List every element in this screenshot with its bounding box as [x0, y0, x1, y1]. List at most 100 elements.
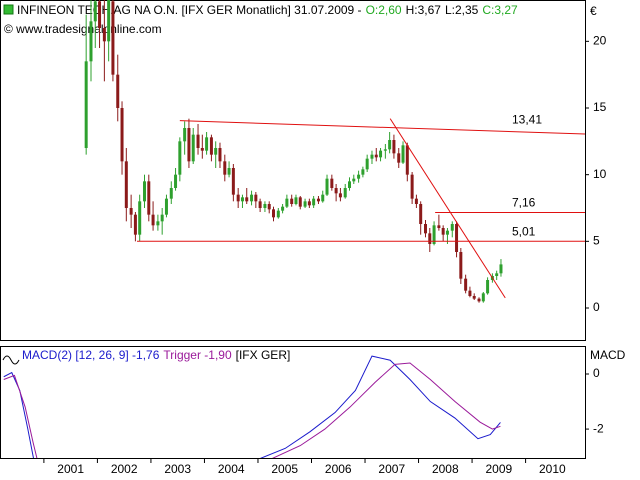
candle-body [196, 134, 200, 148]
candle-body [468, 290, 472, 296]
y-tick-label: 10 [593, 167, 607, 181]
candle-body [254, 194, 258, 202]
x-tick-label: 2001 [57, 462, 84, 476]
candle-body [98, 1, 102, 28]
candle-body [281, 206, 285, 211]
x-tick-label: 2008 [432, 462, 459, 476]
x-tick-label: 2004 [218, 462, 245, 476]
candle-body [236, 194, 240, 202]
price-plot: 13,41 7,16 5,01 [84, 0, 585, 303]
y-unit: MACD [590, 348, 626, 362]
candle-body [401, 145, 405, 163]
candle-body [107, 0, 111, 42]
x-tick-label: 2010 [539, 462, 566, 476]
candle-body [133, 214, 137, 235]
candle-body [472, 296, 476, 299]
candle-body [410, 174, 414, 199]
price-pane [0, 0, 586, 341]
candle-body [343, 188, 347, 198]
candle-body [276, 210, 280, 218]
x-tick-label: 2005 [271, 462, 298, 476]
candle-body [405, 145, 409, 175]
trendline [389, 118, 506, 299]
x-tick-label: 2006 [325, 462, 352, 476]
axes: 0 5 10 15 20 2001 2002 2003 2004 2005 2006 2007 2008… [43, 34, 607, 476]
macd-plot [3, 355, 501, 458]
x-tick-label: 2009 [485, 462, 512, 476]
candle-body [365, 158, 369, 170]
candle-body [499, 264, 503, 274]
y-tick-label: -2 [593, 421, 604, 435]
candle-body [191, 134, 195, 162]
candle-body [432, 225, 436, 244]
legend-entry: Trigger -1,90 [163, 348, 232, 362]
icon [2, 355, 20, 365]
candle-body [263, 204, 267, 208]
y-unit: € [590, 4, 597, 18]
candle-body [200, 148, 204, 151]
candle-body [419, 204, 423, 224]
candle-body [424, 224, 428, 234]
candle-body [267, 204, 271, 210]
candle-body [445, 230, 449, 235]
candle-body [392, 140, 396, 154]
candle-body [209, 137, 213, 155]
candle-body [285, 198, 289, 207]
macd-line [260, 355, 501, 458]
candle-body [231, 168, 235, 195]
candle-body [486, 280, 490, 294]
candle-body [383, 149, 387, 151]
candle-body [245, 197, 249, 202]
header: INFINEON TECH.AG NA O.N. [IFX GER Monatl… [17, 3, 518, 17]
candle-body [290, 198, 294, 204]
candle-body [183, 128, 187, 142]
y-tick-label: 0 [593, 366, 600, 380]
candle-body [357, 174, 361, 179]
candle-body [459, 252, 463, 279]
candle-body [205, 137, 209, 151]
candle-body [164, 198, 168, 215]
candle-body [271, 209, 275, 218]
x-tick-label: 2003 [164, 462, 191, 476]
legend-entry: [IFX GER] [236, 348, 291, 362]
quote: H:3,67 [406, 3, 442, 17]
candle-body [294, 197, 298, 204]
candle-body [495, 273, 499, 276]
candle-body [321, 194, 325, 202]
candle-body [437, 225, 441, 228]
candle-body [151, 214, 155, 226]
icon [3, 4, 14, 15]
candle-body [143, 181, 147, 202]
y-tick-label: 0 [593, 300, 600, 314]
candle-body [352, 178, 356, 182]
candle-body [334, 188, 338, 194]
macd-line [3, 371, 34, 458]
candle-body [93, 1, 97, 22]
candle-body [348, 181, 352, 188]
candle-body [84, 61, 88, 149]
candle-body [298, 197, 302, 207]
header-title: INFINEON TECH.AG NA O.N. [IFX GER Monatl… [17, 3, 362, 17]
candle-body [169, 188, 173, 199]
candle-body [214, 148, 218, 155]
candle-body [89, 21, 93, 62]
candle-body [258, 201, 262, 208]
candle-body [223, 161, 227, 175]
x-tick-label: 2007 [378, 462, 405, 476]
candle-body [455, 224, 459, 252]
candle-body [178, 141, 182, 175]
legend-entry: MACD(2) [12, 26, 9] -1,76 [22, 348, 160, 362]
candle-body [428, 233, 432, 244]
candle-body [250, 194, 254, 202]
candle-body [379, 150, 383, 158]
candle-body [218, 148, 222, 162]
macd-legend: MACD(2) [12, 26, 9] -1,76 Trigger -1,90 [I… [22, 348, 290, 362]
candle-body [330, 178, 334, 188]
candle-body [124, 161, 128, 208]
candle-body [325, 178, 329, 195]
candle-body [477, 298, 481, 302]
candle-body [397, 153, 401, 163]
candle-body [312, 198, 316, 206]
candle-body [111, 1, 115, 75]
candle-body [464, 278, 468, 291]
